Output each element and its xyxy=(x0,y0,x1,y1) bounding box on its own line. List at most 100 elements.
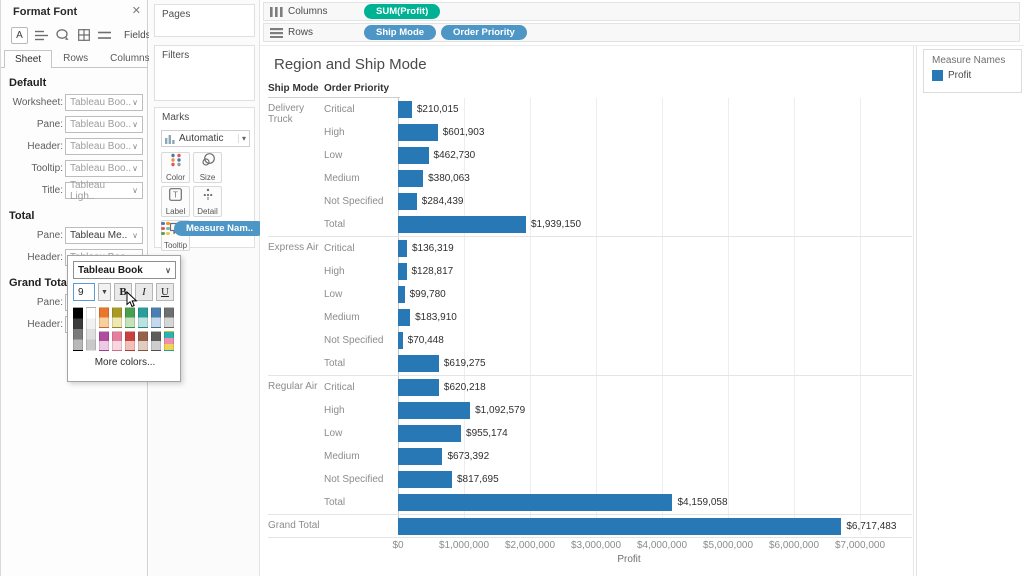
color-swatch[interactable] xyxy=(86,307,96,351)
filters-shelf[interactable]: Filters xyxy=(154,45,255,101)
profit-bar[interactable] xyxy=(398,216,526,233)
close-icon[interactable]: ✕ xyxy=(131,5,141,17)
profit-bar[interactable] xyxy=(398,147,429,164)
color-swatch[interactable] xyxy=(151,307,161,328)
profit-bar[interactable] xyxy=(398,355,439,372)
profit-bar[interactable] xyxy=(398,170,424,187)
legend-item[interactable]: Profit xyxy=(924,66,1021,81)
font-size-dropdown-arrow[interactable]: ▼ xyxy=(98,283,111,301)
pages-shelf[interactable]: Pages xyxy=(154,4,255,37)
bar-value-label: $1,939,150 xyxy=(530,219,582,230)
bar-cell: $6,717,483 xyxy=(398,515,912,537)
chart-row: Not Specified $817,695 xyxy=(268,468,912,491)
color-swatch[interactable] xyxy=(138,330,148,351)
profit-bar[interactable] xyxy=(398,309,411,326)
format-row-label: Pane: xyxy=(36,119,63,130)
detail-button-label: Detail xyxy=(197,207,218,216)
color-swatch[interactable] xyxy=(164,307,174,328)
color-swatch[interactable] xyxy=(125,307,135,328)
format-row: Pane: Tableau Me.. ∨ xyxy=(1,226,148,248)
color-button[interactable]: Color xyxy=(161,152,190,183)
color-swatch[interactable] xyxy=(138,307,148,328)
bar-cell: $955,174 xyxy=(398,422,912,445)
columns-shelf[interactable]: Columns SUM(Profit) xyxy=(263,2,1020,21)
color-dots-icon xyxy=(170,153,182,172)
chart-row: Total $619,275 xyxy=(268,352,912,375)
profit-bar[interactable] xyxy=(398,448,443,465)
chart-row: High $601,903 xyxy=(268,121,912,144)
gridline xyxy=(728,98,729,535)
gridline xyxy=(794,98,795,535)
more-colors-link[interactable]: More colors... xyxy=(94,357,156,368)
profit-bar[interactable] xyxy=(398,263,407,280)
order-priority-label: Low xyxy=(324,289,343,300)
format-row: Header:Tableau Boo..∨ xyxy=(1,137,148,159)
profit-bar[interactable] xyxy=(398,101,412,118)
tab-columns[interactable]: Columns xyxy=(110,53,150,64)
font-size-input[interactable]: 9 xyxy=(73,283,95,301)
color-swatch[interactable] xyxy=(112,330,122,351)
color-swatch[interactable] xyxy=(125,330,135,351)
ship-mode-group: Regular Air Critical $620,218 High $1,092,57… xyxy=(268,376,912,515)
italic-button[interactable]: I xyxy=(135,283,153,301)
size-button[interactable]: Size xyxy=(193,152,222,183)
order-priority-label: Total xyxy=(324,358,346,369)
bar-value-label: $183,910 xyxy=(415,312,457,323)
tab-rows[interactable]: Rows xyxy=(63,53,89,64)
measure-names-legend[interactable]: Measure Names Profit xyxy=(923,49,1022,93)
label-button[interactable]: T Label xyxy=(161,186,190,217)
font-select[interactable]: Tableau Boo..∨ xyxy=(65,138,143,155)
color-swatch[interactable] xyxy=(164,330,174,351)
bar-value-label: $817,695 xyxy=(456,474,499,485)
font-select[interactable]: Tableau Me.. ∨ xyxy=(65,227,143,244)
color-swatch[interactable] xyxy=(151,330,161,351)
legend-title: Measure Names xyxy=(932,55,1006,66)
font-select[interactable]: Tableau Ligh.. ∨ xyxy=(65,180,143,202)
color-swatch[interactable] xyxy=(112,307,122,328)
font-family-select[interactable]: Tableau Book ∨ xyxy=(73,261,176,279)
columns-shelf-label: Columns xyxy=(288,6,328,17)
bar-value-label: $1,092,579 xyxy=(475,405,526,416)
field-pill[interactable]: Order Priority xyxy=(441,25,527,40)
color-swatch[interactable] xyxy=(99,330,109,351)
profit-bar[interactable] xyxy=(398,518,842,535)
alignment-icon[interactable] xyxy=(34,28,49,43)
detail-dots-icon xyxy=(203,187,213,206)
profit-bar[interactable] xyxy=(398,332,403,349)
field-pill[interactable]: Ship Mode xyxy=(364,25,437,40)
chevron-down-icon: ∨ xyxy=(132,164,138,173)
tab-sheet[interactable]: Sheet xyxy=(4,50,53,68)
profit-bar[interactable] xyxy=(398,471,452,488)
profit-bar[interactable] xyxy=(398,425,462,442)
bar-cell: $99,780 xyxy=(398,283,912,306)
font-size-row: 9 ▼ B I U xyxy=(73,283,174,301)
bar-cell: $619,275 xyxy=(398,352,912,375)
font-select[interactable]: Tableau Boo..∨ xyxy=(65,160,143,177)
profit-bar[interactable] xyxy=(398,402,471,419)
detail-button[interactable]: Detail xyxy=(193,186,222,217)
font-select[interactable]: Tableau Boo..∨ xyxy=(65,116,143,133)
font-icon[interactable]: A xyxy=(11,26,28,44)
font-select[interactable]: Tableau Boo..∨ xyxy=(65,94,143,111)
bar-value-label: $99,780 xyxy=(409,289,446,300)
underline-button[interactable]: U xyxy=(156,283,174,301)
rows-icon xyxy=(270,27,283,38)
profit-bar[interactable] xyxy=(398,193,417,210)
profit-bar[interactable] xyxy=(398,124,438,141)
color-swatch[interactable] xyxy=(73,307,83,351)
profit-bar[interactable] xyxy=(398,240,407,257)
color-swatch[interactable] xyxy=(99,307,109,328)
field-pill[interactable]: SUM(Profit) xyxy=(364,4,441,19)
measure-names-pill[interactable]: Measure Nam.. xyxy=(174,221,266,236)
chart-row: Medium $673,392 xyxy=(268,445,912,468)
profit-bar[interactable] xyxy=(398,494,673,511)
lines-icon[interactable] xyxy=(97,28,112,43)
mark-type-dropdown[interactable]: Automatic ▾ xyxy=(161,130,250,147)
profit-bar[interactable] xyxy=(398,379,439,396)
profit-bar[interactable] xyxy=(398,286,405,303)
bar-cell: $128,817 xyxy=(398,260,912,283)
ship-mode-label xyxy=(268,283,324,306)
borders-icon[interactable] xyxy=(76,28,91,43)
rows-shelf[interactable]: Rows Ship Mode Order Priority xyxy=(263,23,1020,42)
shading-icon[interactable] xyxy=(55,28,70,43)
